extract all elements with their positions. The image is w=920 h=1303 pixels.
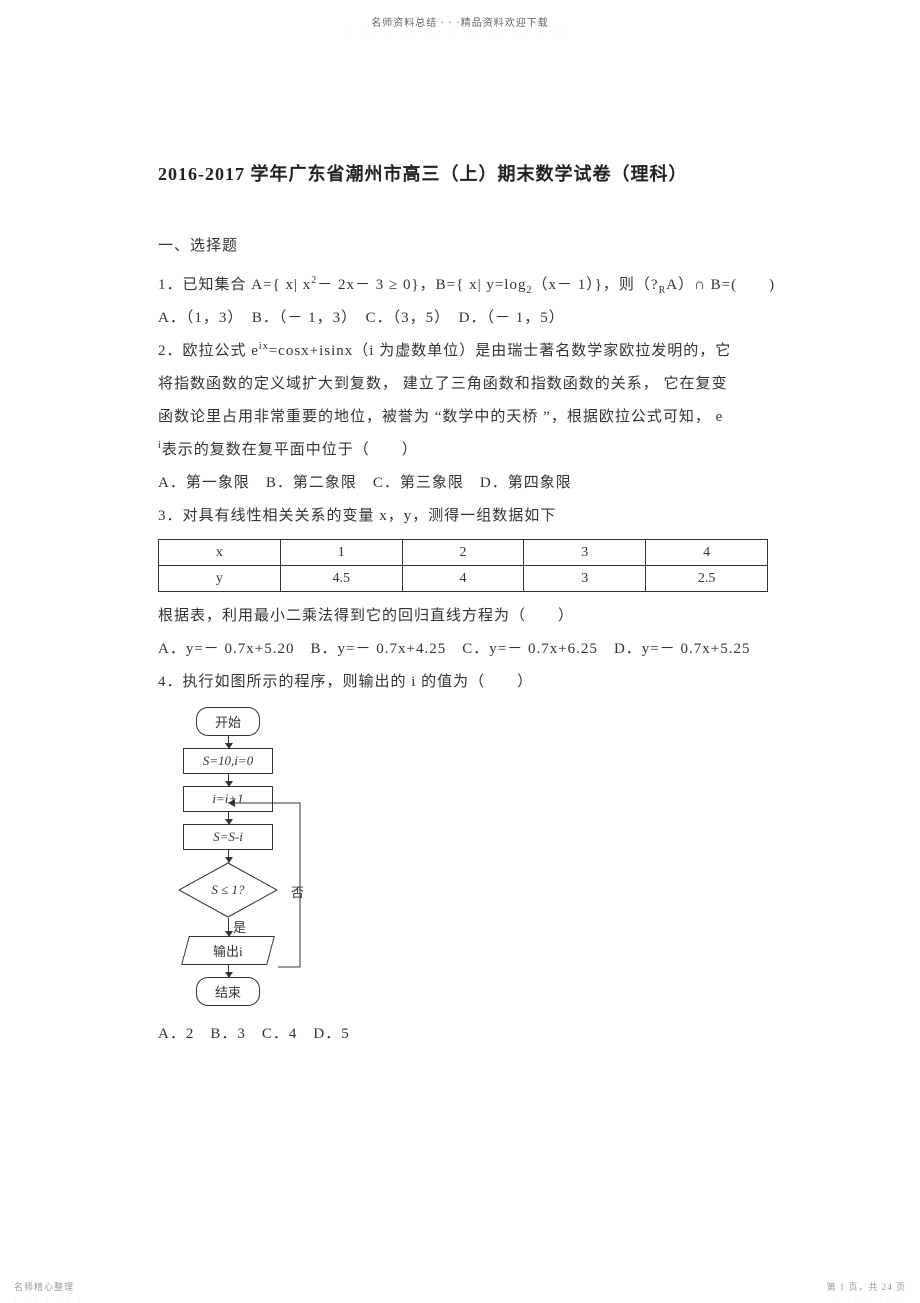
q3-options: A．y=－ 0.7x+5.20 B．y=－ 0.7x+4.25 C．y=－ 0.… xyxy=(158,633,778,666)
flow-arrow-icon xyxy=(228,774,229,786)
q3-optC: C．y=－ 0.7x+6.25 xyxy=(462,641,598,657)
q1-optD: D．（－ 1，5） xyxy=(459,310,565,326)
q1-optB: B．（－ 1，3） xyxy=(252,310,350,326)
q1-optA: A．（1，3） xyxy=(158,310,236,326)
q2-exp: ix xyxy=(259,341,269,352)
q4-stem: 4．执行如图所示的程序，则输出的 i 的值为（ ） xyxy=(158,666,778,699)
q3-table: x 1 2 3 4 y 4.5 4 3 2.5 xyxy=(158,539,768,592)
flow-arrow-icon xyxy=(228,965,229,977)
q1-options: A．（1，3） B．（－ 1，3） C．（3，5） D．（－ 1，5） xyxy=(158,302,778,335)
table-row: x 1 2 3 4 xyxy=(159,540,768,566)
flow-cond-label: S ≤ 1? xyxy=(178,862,278,918)
table-cell: y xyxy=(159,566,281,592)
q4-optD: D．5 xyxy=(313,1026,349,1042)
footer-left: 名师精心整理 xyxy=(14,1280,74,1293)
flow-step1-label: i=i+1 xyxy=(212,791,243,806)
q1-text-a: 1．已知集合 A={ x| x xyxy=(158,277,311,293)
table-cell: 4 xyxy=(646,540,768,566)
q2-line1: 2．欧拉公式 eix=cosx+isinx（i 为虚数单位）是由瑞士著名数学家欧… xyxy=(158,335,778,368)
q2-options: A．第一象限 B．第二象限 C．第三象限 D．第四象限 xyxy=(158,467,778,500)
q4-flowchart: 开始 S=10,i=0 i=i+1 S=S-i S ≤ 1? 否 是 输出i 结… xyxy=(158,707,298,1006)
flow-arrow-icon xyxy=(228,812,229,824)
q2-l3a: 函数论里占用非常重要的地位，被誉为 “数学中的天桥 ”，根据欧拉公式可知， e xyxy=(158,409,723,425)
q2-l1b: =cosx+isinx（i 为虚数单位）是由瑞士著名数学家欧拉发明的，它 xyxy=(269,343,732,359)
q3-optA: A．y=－ 0.7x+5.20 xyxy=(158,641,295,657)
q2-optB: B．第二象限 xyxy=(266,475,357,491)
q2-optA: A．第一象限 xyxy=(158,475,250,491)
q3-optB: B．y=－ 0.7x+4.25 xyxy=(311,641,447,657)
q2-line3: 函数论里占用非常重要的地位，被誉为 “数学中的天桥 ”，根据欧拉公式可知， e xyxy=(158,401,778,434)
table-cell: x xyxy=(159,540,281,566)
q4-optA: A．2 xyxy=(158,1026,194,1042)
q2-optD: D．第四象限 xyxy=(480,475,572,491)
footer-dots-right: · · · · · · · xyxy=(836,1294,906,1303)
flow-init: S=10,i=0 xyxy=(183,748,273,774)
q2-l4: 表示的复数在复平面中位于（ ） xyxy=(162,442,418,458)
page-content: 2016-2017 学年广东省潮州市高三（上）期末数学试卷（理科） 一、选择题 … xyxy=(158,160,778,1051)
table-cell: 3 xyxy=(524,540,646,566)
q3-after: 根据表，利用最小二乘法得到它的回归直线方程为（ ） xyxy=(158,600,778,633)
footer-right: 第 1 页，共 24 页 xyxy=(826,1280,906,1293)
flow-no-label: 否 xyxy=(291,882,304,901)
flow-output: 输出i xyxy=(181,936,275,965)
q1-optC: C．（3，5） xyxy=(366,310,443,326)
q1-text-b: － 2x－ 3 ≥ 0}，B={ x| y=log xyxy=(317,277,526,293)
flow-decision: S ≤ 1? 否 是 xyxy=(178,862,278,918)
flow-yes-label: 是 xyxy=(233,917,246,936)
exam-title: 2016-2017 学年广东省潮州市高三（上）期末数学试卷（理科） xyxy=(158,160,778,186)
q2-optC: C．第三象限 xyxy=(373,475,464,491)
q1-text-d: A）∩ B=( ) xyxy=(666,277,775,293)
page-header-text: 名师资料总结 · · ·精品资料欢迎下载 xyxy=(0,14,920,29)
flow-start: 开始 xyxy=(196,707,260,736)
table-cell: 1 xyxy=(280,540,402,566)
footer-dots-left: · · · · · · · xyxy=(14,1294,84,1303)
table-row: y 4.5 4 3 2.5 xyxy=(159,566,768,592)
q2-l1a: 2．欧拉公式 e xyxy=(158,343,259,359)
table-cell: 4 xyxy=(402,566,524,592)
table-cell: 4.5 xyxy=(280,566,402,592)
q4-optB: B．3 xyxy=(210,1026,246,1042)
q4-options: A．2 B．3 C．4 D．5 xyxy=(158,1018,778,1051)
flow-arrow-icon xyxy=(228,918,229,936)
flow-step2: S=S-i xyxy=(183,824,273,850)
flow-arrow-icon xyxy=(228,736,229,748)
section-1-head: 一、选择题 xyxy=(158,234,778,255)
q1-text-c: （x－ 1）}，则（? xyxy=(532,277,658,293)
flow-arrow-icon xyxy=(228,850,229,862)
page-header-dots: · · · · · · · · · · · · · · · · · · xyxy=(0,28,920,37)
q3-stem: 3．对具有线性相关关系的变量 x，y，测得一组数据如下 xyxy=(158,500,778,533)
flow-end: 结束 xyxy=(196,977,260,1006)
q4-optC: C．4 xyxy=(262,1026,298,1042)
q3-optD: D．y=－ 0.7x+5.25 xyxy=(614,641,751,657)
table-cell: 2.5 xyxy=(646,566,768,592)
q2-line2: 将指数函数的定义域扩大到复数， 建立了三角函数和指数函数的关系， 它在复变 xyxy=(158,368,778,401)
q2-line4: i表示的复数在复平面中位于（ ） xyxy=(158,434,778,467)
table-cell: 3 xyxy=(524,566,646,592)
flow-step1: i=i+1 xyxy=(183,786,273,812)
flow-output-label: 输出i xyxy=(213,941,243,960)
table-cell: 2 xyxy=(402,540,524,566)
q1-stem: 1．已知集合 A={ x| x2－ 2x－ 3 ≥ 0}，B={ x| y=lo… xyxy=(158,269,778,302)
